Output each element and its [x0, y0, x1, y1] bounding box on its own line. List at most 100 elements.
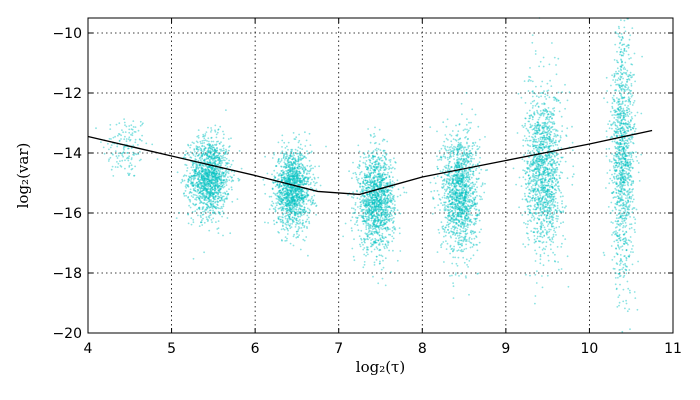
scatter-point	[373, 187, 375, 190]
scatter-point	[135, 153, 138, 156]
scatter-point	[214, 159, 216, 162]
scatter-point	[307, 178, 309, 181]
scatter-point	[206, 218, 208, 221]
scatter-point	[199, 163, 202, 166]
scatter-point	[226, 163, 229, 165]
scatter-point	[212, 209, 215, 212]
scatter-point	[465, 225, 467, 228]
scatter-point	[116, 161, 118, 163]
scatter-point	[288, 193, 291, 196]
scatter-point	[236, 198, 239, 201]
scatter-point	[187, 177, 190, 180]
scatter-point	[225, 109, 227, 111]
scatter-point	[219, 164, 222, 167]
scatter-point	[308, 220, 310, 223]
scatter-point	[203, 153, 206, 156]
scatter-point	[391, 235, 394, 238]
scatter-point	[463, 150, 466, 152]
scatter-point	[387, 219, 389, 222]
scatter-point	[196, 196, 199, 199]
scatter-point	[362, 213, 365, 215]
scatter-point	[208, 183, 211, 186]
scatter-point	[477, 125, 480, 128]
scatter-point	[207, 176, 210, 179]
scatter-point	[206, 178, 209, 181]
scatter-point	[212, 150, 215, 153]
scatter-point	[205, 203, 208, 205]
scatter-point	[230, 176, 233, 179]
scatter-point	[200, 184, 203, 187]
scatter-point	[194, 190, 197, 193]
scatter-point	[200, 176, 203, 178]
scatter-point	[470, 192, 472, 195]
scatter-point	[212, 153, 215, 155]
scatter-point	[122, 146, 125, 148]
scatter-point	[213, 169, 216, 172]
scatter-point	[208, 161, 211, 164]
scatter-point	[299, 221, 302, 224]
scatter-point	[384, 167, 386, 169]
scatter-point	[210, 157, 213, 160]
scatter-point	[291, 212, 293, 215]
scatter-point	[281, 169, 284, 172]
scatter-point	[360, 205, 362, 208]
scatter-point	[298, 163, 301, 166]
scatter-point	[470, 238, 473, 240]
scatter-point	[299, 197, 302, 199]
scatter-point	[290, 192, 293, 195]
scatter-point	[365, 187, 368, 190]
scatter-point	[217, 197, 219, 200]
scatter-point	[199, 164, 202, 167]
scatter-point	[367, 201, 370, 204]
scatter-point	[203, 198, 206, 201]
scatter-point	[201, 169, 204, 172]
scatter-point	[440, 202, 442, 205]
scatter-point	[226, 180, 228, 183]
scatter-point	[362, 223, 365, 225]
scatter-point	[356, 216, 359, 219]
scatter-point	[194, 169, 197, 172]
scatter-point	[443, 179, 446, 182]
scatter-point	[212, 193, 215, 196]
scatter-point	[227, 193, 230, 196]
scatter-point	[211, 205, 214, 208]
scatter-point	[289, 242, 292, 245]
scatter-point	[318, 165, 320, 168]
scatter-point	[214, 163, 216, 166]
scatter-point	[295, 177, 298, 180]
scatter-point	[183, 195, 186, 197]
scatter-point	[360, 237, 362, 240]
scatter-point	[288, 177, 291, 180]
scatter-point	[289, 204, 292, 206]
scatter-point	[219, 199, 221, 202]
scatter-point	[207, 177, 210, 180]
scatter-point	[303, 193, 305, 196]
scatter-point	[201, 179, 204, 181]
scatter-point	[197, 185, 200, 188]
scatter-point	[218, 168, 221, 170]
scatter-point	[214, 196, 217, 199]
scatter-point	[295, 170, 297, 173]
scatter-point	[219, 125, 222, 128]
scatter-point	[210, 190, 213, 193]
scatter-point	[208, 192, 211, 195]
scatter-point	[309, 169, 312, 172]
scatter-point	[214, 150, 217, 152]
scatter-point	[198, 206, 201, 209]
scatter-point	[128, 136, 131, 139]
scatter-point	[214, 207, 217, 210]
scatter-point	[192, 184, 195, 187]
scatter-point	[202, 179, 205, 182]
scatter-point	[312, 167, 314, 170]
scatter-point	[284, 190, 287, 193]
scatter-point	[216, 168, 219, 171]
scatter-point	[353, 259, 356, 262]
scatter-point	[231, 176, 233, 179]
scatter-point	[302, 203, 305, 205]
scatter-point	[383, 156, 386, 158]
scatter-point	[124, 124, 126, 126]
scatter-point	[188, 176, 191, 179]
scatter-point	[221, 160, 224, 162]
scatter-point	[121, 154, 124, 157]
scatter-point	[296, 175, 299, 178]
